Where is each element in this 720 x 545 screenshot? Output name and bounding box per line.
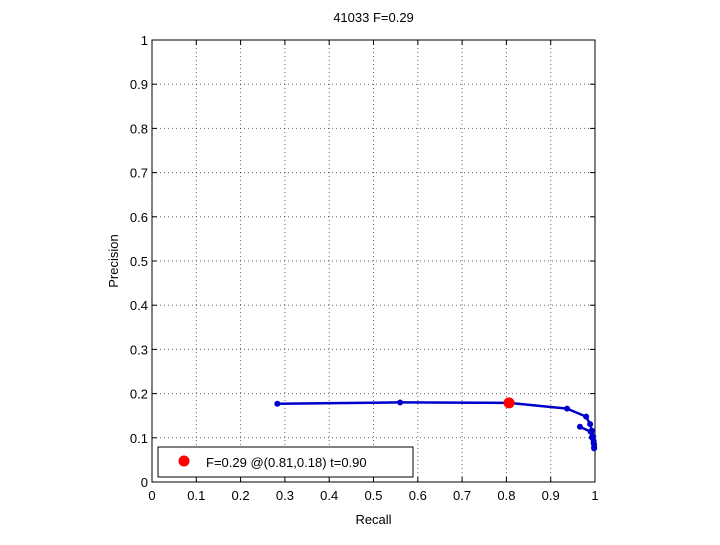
series-point [587,421,594,428]
series-line [277,401,596,450]
best-f-point [503,397,515,409]
y-tick-label: 0.6 [130,210,148,225]
legend-box [157,446,414,478]
series-point [564,405,571,412]
y-tick-label: 1 [141,33,148,48]
series-point [587,428,594,435]
legend: F=0.29 @(0.81,0.18) t=0.90 [157,446,414,478]
y-axis-label: Precision [106,234,121,287]
legend-label: F=0.29 @(0.81,0.18) t=0.90 [206,455,367,470]
y-tick-label: 0 [141,475,148,490]
series-point [576,423,583,430]
chart-title: 41033 F=0.29 [333,10,414,25]
y-tick-label: 0.9 [130,77,148,92]
x-axis-label: Recall [355,512,391,527]
y-tick-label: 0.3 [130,342,148,357]
y-tick-label: 0.8 [130,121,148,136]
legend-marker [178,455,190,467]
x-tick-label: 0 [148,488,155,503]
series-point [274,400,281,407]
y-tick-label: 0.1 [130,431,148,446]
x-tick-label: 0.3 [276,488,294,503]
y-tick-label: 0.5 [130,254,148,269]
x-tick-label: 0.6 [409,488,427,503]
x-tick-label: 0.5 [364,488,382,503]
y-tick-label: 0.2 [130,387,148,402]
series-point [590,440,597,447]
axis-ticks: 0 0.1 0.2 0.3 0.4 0.5 0.6 0.7 0.8 0.9 1 0 0.1 0.2 0.3 0… [130,33,599,503]
x-tick-label: 0.1 [187,488,205,503]
x-tick-label: 0.8 [497,488,515,503]
x-tick-label: 0.9 [542,488,560,503]
x-tick-label: 0.7 [453,488,471,503]
y-tick-label: 0.7 [130,166,148,181]
series-point [397,399,404,406]
x-tick-label: 0.4 [320,488,338,503]
series-group [274,397,598,452]
x-tick-label: 0.2 [232,488,250,503]
x-tick-label: 1 [591,488,598,503]
grid [152,40,595,482]
series-point [583,413,590,420]
y-tick-label: 0.4 [130,298,148,313]
series-point [588,434,595,441]
series-point [591,445,598,452]
